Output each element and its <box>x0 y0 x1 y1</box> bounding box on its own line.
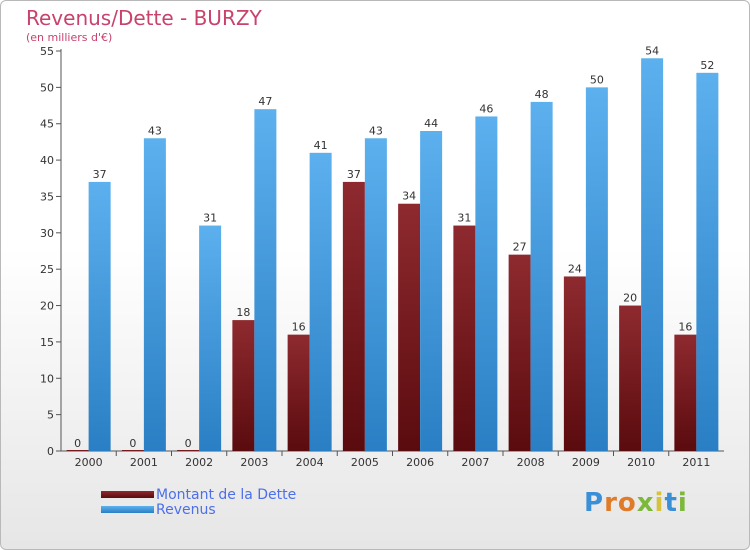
legend-item-debt: Montant de la Dette <box>101 486 297 503</box>
data-label-revenue: 47 <box>258 95 272 108</box>
bar-revenue <box>530 101 553 451</box>
x-tick-label: 2002 <box>185 456 213 469</box>
bar-debt <box>453 225 476 451</box>
bar-revenue <box>309 152 332 451</box>
x-tick-label: 2007 <box>461 456 489 469</box>
data-label-revenue: 50 <box>590 73 604 86</box>
bar-revenue <box>475 116 498 452</box>
data-label-debt: 37 <box>347 168 361 181</box>
data-label-revenue: 44 <box>424 117 438 130</box>
x-tick-label: 2011 <box>682 456 710 469</box>
chart-title: Revenus/Dette - BURZY <box>26 6 262 30</box>
bar-debt <box>342 181 365 451</box>
bar-debt <box>66 450 89 451</box>
bar-revenue <box>641 58 664 451</box>
bar-revenue <box>364 138 387 452</box>
proxiti-logo: Proxiti <box>584 488 688 518</box>
data-label-revenue: 43 <box>369 124 383 137</box>
data-label-debt: 24 <box>568 262 582 275</box>
data-label-revenue: 48 <box>535 88 549 101</box>
data-label-debt: 16 <box>292 321 306 334</box>
y-tick-label: 45 <box>40 118 54 131</box>
data-label-debt: 27 <box>513 241 527 254</box>
data-label-debt: 18 <box>236 306 250 319</box>
legend-swatch-debt <box>101 491 154 498</box>
bar-debt <box>121 450 144 451</box>
bar-debt <box>619 305 642 451</box>
x-tick-label: 2005 <box>351 456 379 469</box>
x-tick-label: 2009 <box>572 456 600 469</box>
y-tick-label: 20 <box>40 300 54 313</box>
chart-subtitle: (en milliers d'€) <box>26 31 113 44</box>
bar-revenue <box>254 109 277 451</box>
x-tick-label: 2008 <box>517 456 545 469</box>
bar-debt <box>232 320 255 451</box>
y-tick-label: 5 <box>47 409 54 422</box>
bar-revenue <box>88 181 111 451</box>
y-tick-label: 40 <box>40 154 54 167</box>
data-label-debt: 0 <box>129 437 136 450</box>
data-label-debt: 20 <box>623 292 637 305</box>
x-tick-label: 2000 <box>75 456 103 469</box>
bar-debt <box>287 334 310 451</box>
data-label-revenue: 41 <box>314 139 328 152</box>
y-tick-label: 15 <box>40 336 54 349</box>
data-label-revenue: 37 <box>93 168 107 181</box>
y-tick-label: 0 <box>47 445 54 458</box>
y-tick-label: 30 <box>40 227 54 240</box>
y-tick-label: 55 <box>40 45 54 58</box>
y-tick-label: 10 <box>40 372 54 385</box>
bar-revenue <box>585 87 608 451</box>
bar-debt <box>177 450 200 451</box>
data-label-revenue: 52 <box>700 59 714 72</box>
x-tick-label: 2003 <box>240 456 268 469</box>
data-label-debt: 34 <box>402 190 416 203</box>
bar-revenue <box>143 138 166 452</box>
bar-revenue <box>696 72 719 452</box>
data-label-debt: 0 <box>74 437 81 450</box>
x-tick-label: 2006 <box>406 456 434 469</box>
data-label-revenue: 43 <box>148 124 162 137</box>
bar-debt <box>398 203 421 451</box>
bar-debt <box>563 276 586 451</box>
bar-revenue <box>420 131 443 451</box>
bar-revenue <box>199 225 222 451</box>
data-label-revenue: 31 <box>203 212 217 225</box>
x-tick-label: 2001 <box>130 456 158 469</box>
bar-debt <box>674 334 697 451</box>
data-label-debt: 16 <box>678 321 692 334</box>
bar-debt <box>508 254 531 451</box>
data-label-revenue: 46 <box>479 102 493 115</box>
y-tick-label: 25 <box>40 263 54 276</box>
legend-item-revenue: Revenus <box>101 501 296 518</box>
legend: Montant de la Dette Revenus <box>101 486 297 518</box>
x-tick-label: 2004 <box>296 456 324 469</box>
data-label-revenue: 54 <box>645 44 659 57</box>
y-tick-label: 50 <box>40 81 54 94</box>
y-tick-label: 35 <box>40 190 54 203</box>
x-tick-label: 2010 <box>627 456 655 469</box>
legend-swatch-revenue <box>101 506 154 513</box>
data-label-debt: 31 <box>457 212 471 225</box>
legend-label-debt: Montant de la Dette <box>156 486 297 503</box>
data-label-debt: 0 <box>185 437 192 450</box>
legend-label-revenue: Revenus <box>156 501 216 518</box>
